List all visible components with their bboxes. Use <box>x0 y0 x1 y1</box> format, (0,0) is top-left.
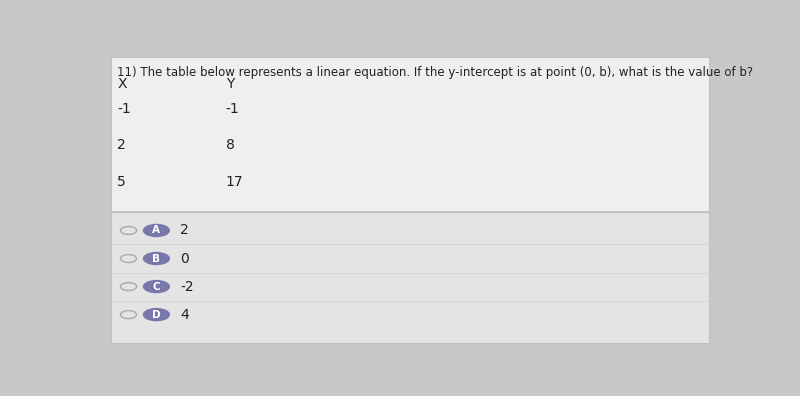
Text: 2: 2 <box>118 138 126 152</box>
Circle shape <box>142 280 170 293</box>
Text: B: B <box>153 253 161 263</box>
Text: C: C <box>153 282 160 291</box>
Text: 0: 0 <box>180 251 189 266</box>
Text: 11) The table below represents a linear equation. If the y-intercept is at point: 11) The table below represents a linear … <box>118 66 754 79</box>
Text: A: A <box>153 225 161 236</box>
Circle shape <box>142 252 170 265</box>
FancyBboxPatch shape <box>111 57 709 212</box>
Circle shape <box>142 224 170 237</box>
Text: 2: 2 <box>180 223 189 238</box>
Text: 8: 8 <box>226 138 234 152</box>
Text: 17: 17 <box>226 175 243 188</box>
Text: -2: -2 <box>180 280 194 293</box>
Text: -1: -1 <box>118 101 131 116</box>
FancyBboxPatch shape <box>111 212 709 343</box>
Text: D: D <box>152 310 161 320</box>
Circle shape <box>142 308 170 321</box>
Text: 5: 5 <box>118 175 126 188</box>
Text: X: X <box>118 77 127 91</box>
Text: Y: Y <box>226 77 234 91</box>
Text: -1: -1 <box>226 101 240 116</box>
Text: 4: 4 <box>180 308 189 322</box>
